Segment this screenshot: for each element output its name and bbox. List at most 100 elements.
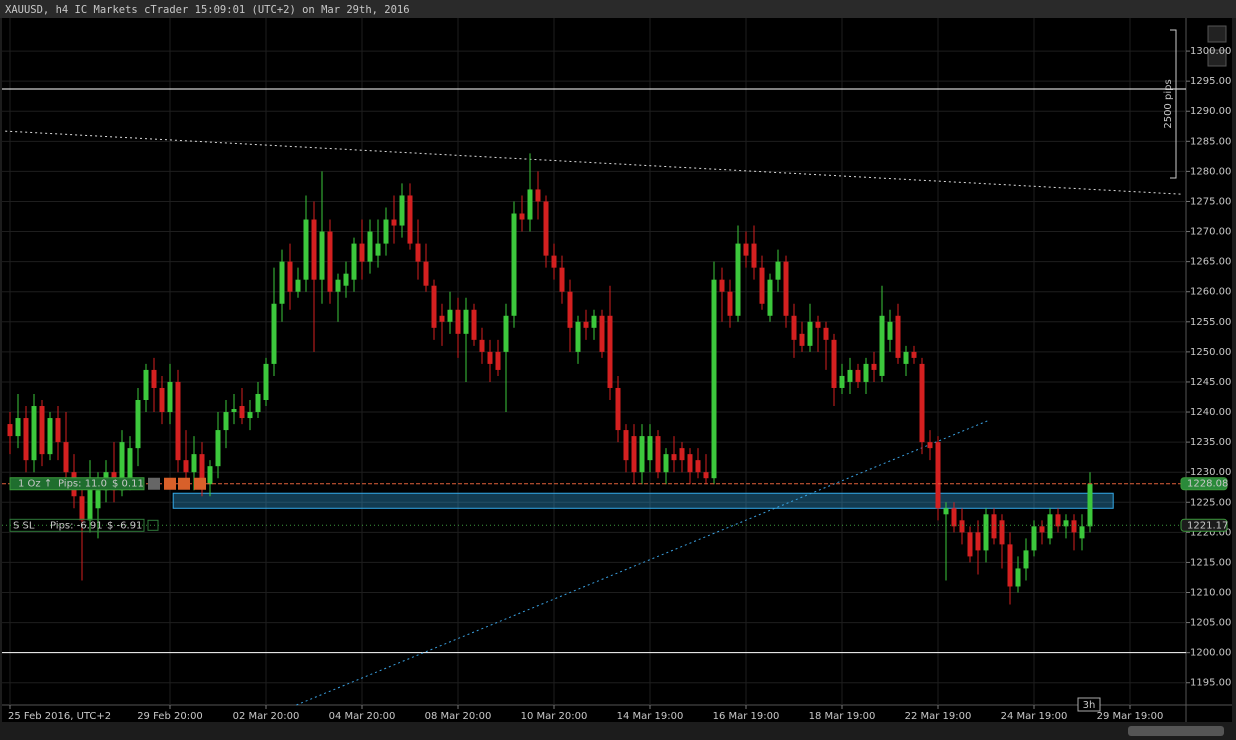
candle-body [279, 261, 285, 304]
candle-body [935, 442, 941, 509]
y-tick-label: 1250.00 [1190, 347, 1231, 358]
x-tick-label: 29 Mar 19:00 [1097, 711, 1164, 722]
candle-body [23, 418, 29, 461]
candle-body [167, 381, 173, 413]
candle-body [343, 273, 349, 286]
ruler [1170, 29, 1177, 179]
x-tick-label: 25 Feb 2016, UTC+2 [8, 711, 111, 722]
candle-body [231, 409, 237, 413]
scrollbar[interactable] [1128, 726, 1224, 736]
candle-body [1063, 520, 1069, 527]
candle-body [1015, 568, 1021, 587]
x-tick-label: 24 Mar 19:00 [1001, 711, 1068, 722]
y-tick-label: 1295.00 [1190, 76, 1231, 87]
candle-body [1007, 544, 1013, 587]
candle-body [831, 339, 837, 388]
candle-body [575, 321, 581, 352]
candle-body [535, 189, 541, 202]
order-icon[interactable] [194, 477, 206, 490]
order-icon[interactable] [178, 477, 190, 490]
candle-body [383, 219, 389, 244]
position-quantity: 1 Oz ↑ [18, 479, 52, 490]
candle-body [271, 303, 277, 364]
candle-body [303, 219, 309, 280]
candle-body [799, 333, 805, 346]
candle-body [143, 369, 149, 401]
candle-body [879, 315, 885, 376]
candle-body [63, 442, 69, 473]
trend-line [5, 130, 1183, 195]
chart-layer: 1195.00 1200.00 1205.00 1210.00 1215.00 1220.… [2, 18, 1231, 722]
candle-body [783, 261, 789, 316]
y-tick-label: 1285.00 [1190, 136, 1231, 147]
ruler-label: 2500 pips [1163, 79, 1174, 128]
candle-body [223, 412, 229, 431]
candle-body [687, 454, 693, 473]
candle-body [863, 363, 869, 382]
time-axis [2, 705, 1232, 722]
y-tick-label: 1205.00 [1190, 618, 1231, 629]
candle-body [495, 351, 501, 370]
snapshot-button[interactable] [1207, 49, 1227, 67]
candle-body [967, 532, 973, 557]
candle-body [871, 363, 877, 370]
order-icon[interactable] [164, 477, 176, 490]
candle-body [479, 339, 485, 352]
candle-body [743, 243, 749, 256]
candle-body [647, 436, 653, 461]
candle-body [247, 412, 253, 419]
position-amount: $ 0.11 [112, 479, 144, 490]
candle-body [351, 243, 357, 280]
candle-body [159, 387, 165, 413]
candle-body [1023, 550, 1029, 569]
candle-body [999, 520, 1005, 545]
candle-body [559, 267, 565, 292]
price-axis [1186, 18, 1232, 705]
y-tick-label: 1200.00 [1190, 648, 1231, 659]
candle-body [359, 243, 365, 262]
x-tick-label: 10 Mar 20:00 [521, 711, 588, 722]
price-label: 1221.17 [1187, 520, 1228, 531]
candle-body [751, 243, 757, 268]
candle-body [1031, 526, 1037, 551]
candle-body [367, 231, 373, 262]
x-tick-label: 14 Mar 19:00 [617, 711, 684, 722]
candle-body [711, 279, 717, 479]
y-tick-label: 1245.00 [1190, 377, 1231, 388]
candle-body [119, 442, 125, 491]
popout-button[interactable] [1207, 25, 1227, 43]
close-icon[interactable] [147, 519, 159, 531]
settings-icon[interactable] [148, 477, 160, 490]
candle-body [823, 327, 829, 340]
candle-body [807, 321, 813, 346]
candle-body [263, 363, 269, 401]
candle-body [735, 243, 741, 316]
candle-body [79, 496, 85, 521]
x-tick-label: 18 Mar 19:00 [809, 711, 876, 722]
y-tick-label: 1300.00 [1190, 46, 1231, 57]
candle-body [631, 436, 637, 473]
candle-body [943, 508, 949, 515]
candle-body [287, 261, 293, 292]
candle-body [1055, 514, 1061, 527]
candle-body [903, 351, 909, 364]
plot-area [2, 18, 1186, 705]
candle-body [551, 255, 557, 268]
candle-body [31, 406, 37, 461]
candle-body [583, 321, 589, 328]
y-tick-label: 1210.00 [1190, 588, 1231, 599]
candle-body [1071, 520, 1077, 533]
candle-body [135, 400, 141, 449]
candle-body [759, 267, 765, 304]
candle-body [183, 460, 189, 473]
candle-body [847, 369, 853, 382]
candle-body [311, 219, 317, 280]
candle-body [7, 424, 13, 437]
y-tick-label: 1290.00 [1190, 106, 1231, 117]
candle-body [927, 442, 933, 449]
candle-body [591, 315, 597, 328]
y-tick-label: 1230.00 [1190, 467, 1231, 478]
candle-body [615, 387, 621, 431]
candle-body [655, 436, 661, 473]
candle-body [855, 369, 861, 382]
